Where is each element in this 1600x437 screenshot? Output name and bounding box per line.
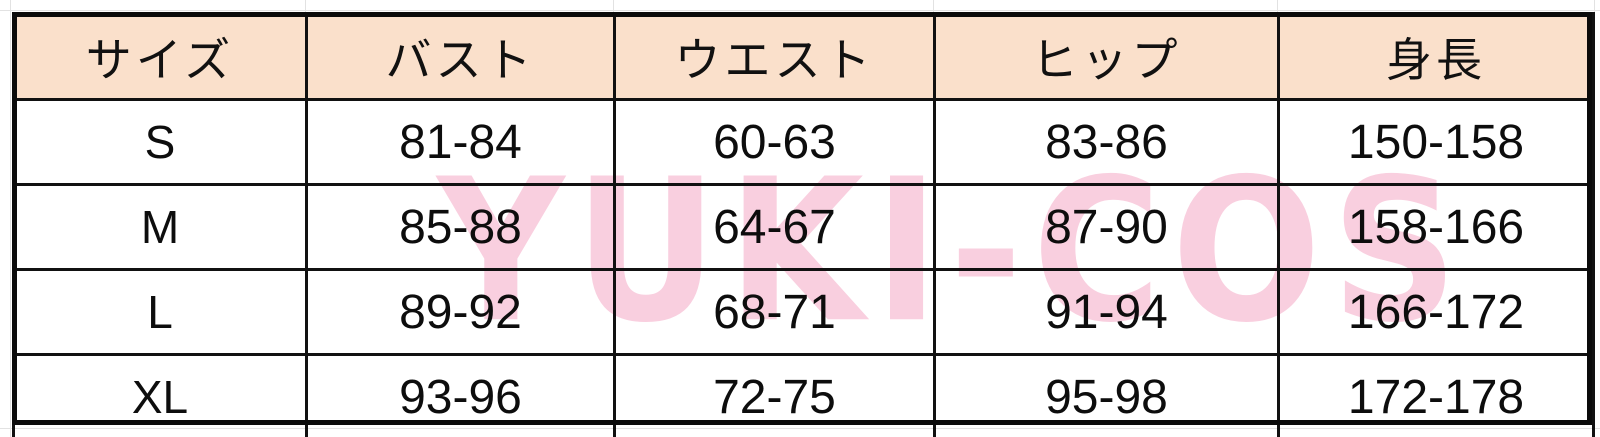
cell-size: L [12, 268, 308, 356]
cell-height: 150-158 [1277, 98, 1595, 186]
column-header-waist: ウエスト [613, 12, 936, 101]
cell-hip: 91-94 [933, 268, 1280, 356]
cell-bust: 81-84 [305, 98, 616, 186]
cell-size: M [12, 183, 308, 271]
table-header-row: サイズ バスト ウエスト ヒップ 身長 [12, 12, 1595, 101]
cell-height: 158-166 [1277, 183, 1595, 271]
cell-size: XL [12, 353, 308, 437]
cell-hip: 95-98 [933, 353, 1280, 437]
cell-hip: 83-86 [933, 98, 1280, 186]
cell-bust: 85-88 [305, 183, 616, 271]
cell-height: 172-178 [1277, 353, 1595, 437]
cell-bust: 89-92 [305, 268, 616, 356]
cell-height: 166-172 [1277, 268, 1595, 356]
cell-waist: 72-75 [613, 353, 936, 437]
table-row: XL 93-96 72-75 95-98 172-178 [12, 353, 1595, 437]
table-row: S 81-84 60-63 83-86 150-158 [12, 98, 1595, 186]
column-header-height: 身長 [1277, 12, 1595, 101]
cell-size: S [12, 98, 308, 186]
table-row: M 85-88 64-67 87-90 158-166 [12, 183, 1595, 271]
table-row: L 89-92 68-71 91-94 166-172 [12, 268, 1595, 356]
cell-hip: 87-90 [933, 183, 1280, 271]
cell-waist: 60-63 [613, 98, 936, 186]
cell-waist: 68-71 [613, 268, 936, 356]
cell-waist: 64-67 [613, 183, 936, 271]
column-header-bust: バスト [305, 12, 616, 101]
column-header-hip: ヒップ [933, 12, 1280, 101]
column-header-size: サイズ [12, 12, 308, 101]
cell-bust: 93-96 [305, 353, 616, 437]
size-chart-table-wrapper: サイズ バスト ウエスト ヒップ 身長 S 81-84 60-63 83-86 … [12, 12, 1595, 437]
size-chart-table: サイズ バスト ウエスト ヒップ 身長 S 81-84 60-63 83-86 … [12, 12, 1595, 437]
